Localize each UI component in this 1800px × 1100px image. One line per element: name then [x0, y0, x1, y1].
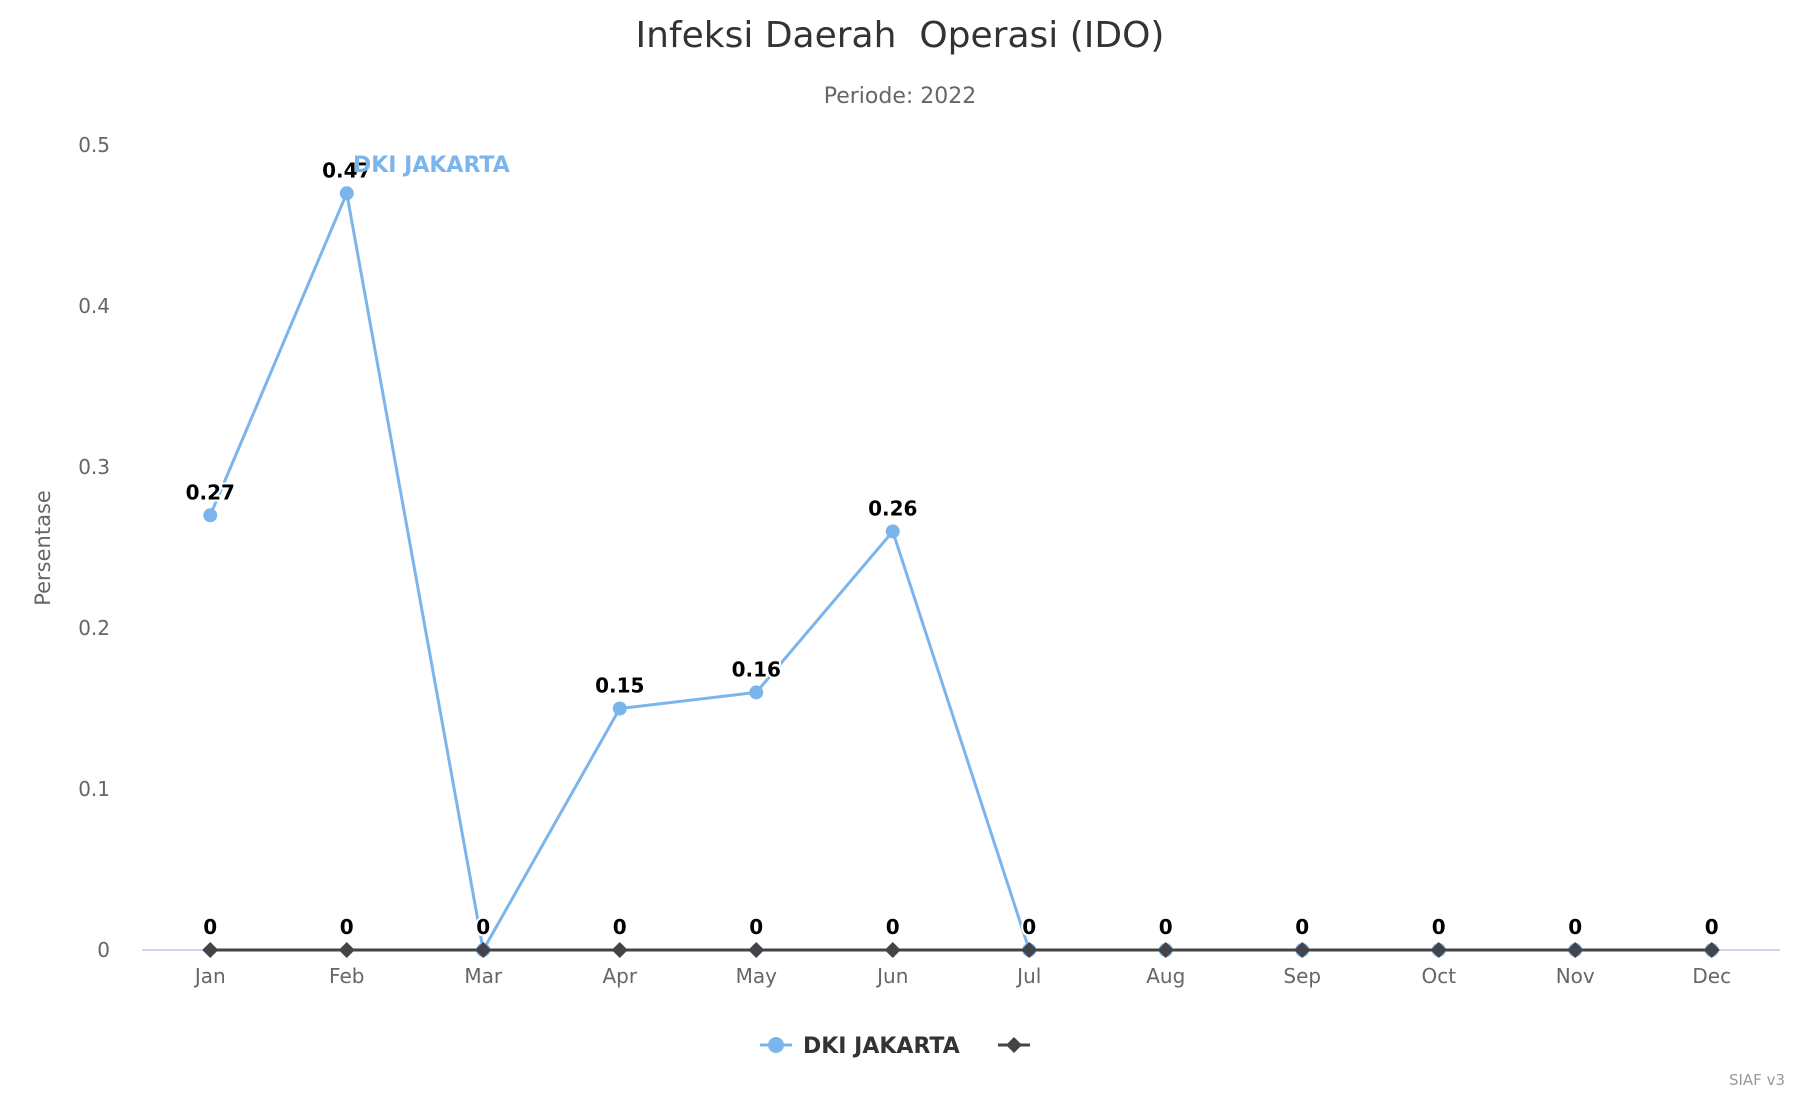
legend-item-unnamed[interactable] [998, 1037, 1030, 1053]
legend-label: DKI JAKARTA [803, 1034, 960, 1059]
x-tick-label: Nov [1556, 964, 1595, 988]
chart-subtitle: Periode: 2022 [824, 84, 977, 109]
data-label: 0.47 [322, 158, 371, 182]
data-label: 0.27 [186, 480, 235, 504]
diamond-marker[interactable] [611, 942, 628, 958]
y-tick-label: 0.4 [78, 294, 110, 318]
x-tick-label: May [736, 964, 778, 988]
series-unnamed[interactable] [202, 942, 1720, 958]
diamond-marker[interactable] [1157, 942, 1174, 958]
data-label: 0 [1295, 915, 1309, 939]
x-tick-label: Oct [1421, 964, 1456, 988]
x-tick-label: Aug [1146, 964, 1185, 988]
x-tick-label: Sep [1283, 964, 1321, 988]
data-labels-series-2: 0 0 0 0 0 0 0 0 0 0 0 0 [201, 913, 1720, 941]
diamond-marker[interactable] [202, 942, 219, 958]
data-label: 0.15 [595, 674, 644, 698]
data-label: 0 [476, 915, 490, 939]
diamond-marker[interactable] [1703, 942, 1720, 958]
x-tick-label: Jan [193, 964, 226, 988]
circle-icon [768, 1037, 784, 1053]
diamond-marker[interactable] [338, 942, 355, 958]
diamond-marker[interactable] [475, 942, 492, 958]
diamond-marker[interactable] [1567, 942, 1584, 958]
x-tick-label: Apr [602, 964, 637, 988]
legend: DKI JAKARTA [760, 1034, 1030, 1059]
y-axis-title: Persentase [31, 490, 55, 606]
x-tick-label: Jun [875, 964, 908, 988]
data-label: 0.16 [732, 657, 781, 681]
circle-marker[interactable] [749, 685, 764, 700]
circle-marker[interactable] [612, 701, 627, 716]
series-dki-jakarta[interactable] [203, 186, 1719, 957]
y-tick-label: 0.2 [78, 616, 110, 640]
y-tick-label: 0.3 [78, 455, 110, 479]
series-line [208, 191, 1712, 952]
diamond-marker[interactable] [748, 942, 765, 958]
data-label: 0 [1568, 915, 1582, 939]
data-labels-series-1: 0.27 0.47 0.15 0.16 0.26 [184, 156, 920, 699]
x-axis: Jan Feb Mar Apr May Jun Jul Aug Sep Oct Nov Dec [193, 964, 1731, 988]
circle-marker[interactable] [339, 186, 354, 201]
data-label: 0 [203, 915, 217, 939]
y-tick-label: 0.1 [78, 777, 110, 801]
diamond-marker[interactable] [1430, 942, 1447, 958]
data-label: 0 [886, 915, 900, 939]
data-label: 0 [1022, 915, 1036, 939]
circle-marker[interactable] [203, 508, 218, 523]
data-label: 0 [1159, 915, 1173, 939]
credits[interactable]: SIAF v3 [1729, 1071, 1785, 1089]
x-tick-label: Mar [464, 964, 503, 988]
y-tick-label: 0 [97, 938, 110, 962]
data-label: 0 [613, 915, 627, 939]
y-axis: 0 0.1 0.2 0.3 0.4 0.5 [78, 133, 110, 962]
diamond-marker[interactable] [1294, 942, 1311, 958]
y-tick-label: 0.5 [78, 133, 110, 157]
data-label: 0 [1705, 915, 1719, 939]
data-label: 0.26 [868, 496, 917, 520]
data-label: 0 [749, 915, 763, 939]
diamond-icon [1006, 1037, 1022, 1053]
x-tick-label: Dec [1692, 964, 1731, 988]
data-label: 0 [340, 915, 354, 939]
diamond-marker[interactable] [884, 942, 901, 958]
series-label-dki-jakarta: DKI JAKARTA [353, 153, 510, 178]
legend-item-dki-jakarta[interactable]: DKI JAKARTA [760, 1034, 960, 1059]
chart-title: Infeksi Daerah Operasi (IDO) [636, 15, 1165, 56]
data-label: 0 [1432, 915, 1446, 939]
x-tick-label: Jul [1015, 964, 1041, 988]
circle-marker[interactable] [885, 524, 900, 539]
diamond-marker[interactable] [1021, 942, 1038, 958]
x-tick-label: Feb [329, 964, 364, 988]
